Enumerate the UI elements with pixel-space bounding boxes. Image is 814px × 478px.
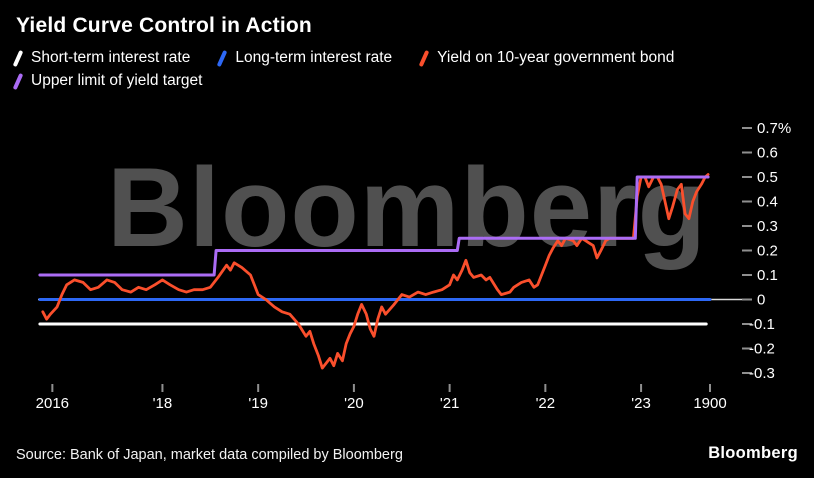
page-title: Yield Curve Control in Action (16, 14, 312, 37)
y-tick-label: 0.5 (757, 169, 778, 186)
source-note: Source: Bank of Japan, market data compi… (16, 447, 403, 463)
y-tick-label: 0.2 (757, 243, 778, 260)
x-tick-label: '19 (248, 395, 268, 412)
x-tick-label: '18 (153, 395, 173, 412)
y-tick-label: -0.1 (749, 316, 775, 333)
x-tick-label: '22 (536, 395, 556, 412)
y-tick-label: 0.3 (757, 218, 778, 235)
y-tick-label: 0.1 (757, 267, 778, 284)
legend-row-2: Upper limit of yield target (12, 72, 798, 90)
legend-item-10y-yield: Yield on 10-year government bond (418, 49, 675, 67)
series-line-upper-limit-of-yield-target (38, 175, 710, 277)
bloomberg-logo: Bloomberg (708, 444, 798, 462)
bloomberg-watermark: Bloomberg (106, 145, 708, 270)
x-tick-label: 1900 (693, 395, 726, 412)
legend-item-long-term-rate: Long-term interest rate (217, 49, 393, 67)
legend-label-long-term: Long-term interest rate (235, 49, 393, 66)
legend-label-short-term: Short-term interest rate (31, 49, 191, 66)
chart-footer: Source: Bank of Japan, market data compi… (0, 434, 814, 478)
legend-item-upper-limit: Upper limit of yield target (12, 72, 203, 90)
legend: Short-term interest rate Long-term inter… (12, 49, 798, 90)
y-tick-label: 0.4 (757, 194, 778, 211)
chart-header: Yield Curve Control in Action Short-term… (0, 0, 814, 90)
legend-label-upper-limit: Upper limit of yield target (31, 72, 203, 89)
upper-limit-line-swatch-icon (12, 72, 24, 90)
y-tick-label: -0.2 (749, 341, 775, 358)
x-tick-label: '23 (631, 395, 651, 412)
legend-label-10y-yield: Yield on 10-year government bond (437, 49, 675, 66)
series-line-yield-on-10-year-government-bond (41, 173, 710, 370)
y-tick-label: 0.6 (757, 145, 778, 162)
short-term-line-swatch-icon (12, 49, 24, 67)
x-tick-label: '21 (440, 395, 460, 412)
x-tick-label: 2016 (36, 395, 69, 412)
legend-item-short-term-rate: Short-term interest rate (12, 49, 191, 67)
legend-row-1: Short-term interest rate Long-term inter… (12, 49, 798, 67)
y-tick-label: -0.3 (749, 365, 775, 382)
y-tick-label: 0 (757, 292, 765, 309)
long-term-line-swatch-icon (217, 49, 228, 67)
ten-year-yield-line-swatch-icon (418, 49, 430, 67)
y-tick-label: 0.7% (757, 120, 791, 137)
x-tick-label: '20 (344, 395, 364, 412)
